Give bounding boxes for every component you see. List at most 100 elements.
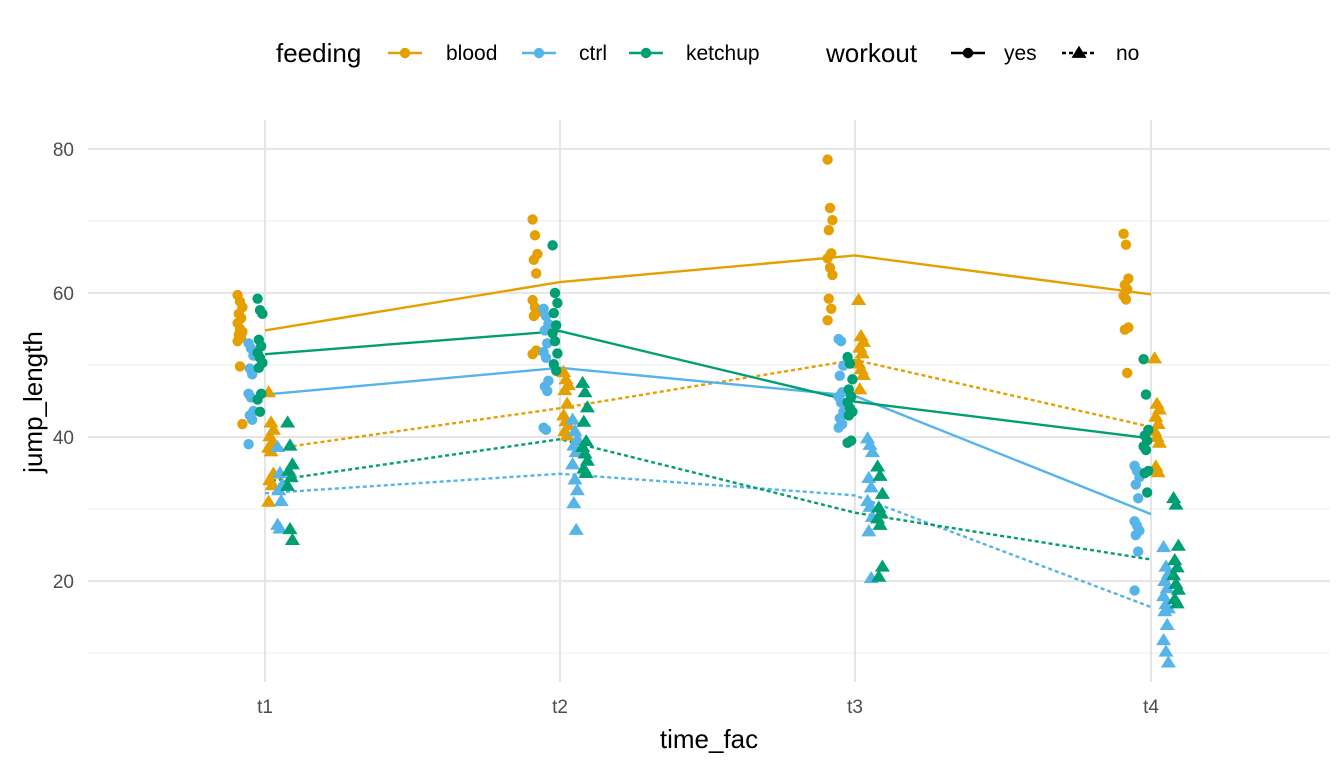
- point-ketchup-yes: [1140, 444, 1152, 456]
- point-ketchup-yes: [847, 374, 858, 385]
- point-ketchup-no: [1166, 491, 1182, 504]
- point-blood-yes: [823, 293, 834, 304]
- point-ketchup-no: [874, 486, 890, 499]
- point-ketchup-yes: [547, 240, 558, 251]
- point-ketchup-yes: [253, 362, 264, 374]
- point-ketchup-no: [576, 414, 592, 427]
- point-blood-no: [261, 494, 277, 507]
- point-ketchup-yes: [548, 307, 559, 319]
- legend-label-no: no: [1116, 42, 1139, 65]
- point-blood-yes: [527, 348, 538, 360]
- point-ctrl-no: [861, 524, 877, 537]
- legend-title-feeding: feeding: [276, 38, 361, 68]
- point-blood-no: [1147, 351, 1163, 364]
- point-ctrl-no: [1157, 573, 1173, 587]
- point-ketchup-no: [870, 459, 886, 472]
- point-ctrl-no: [1156, 540, 1172, 553]
- point-ctrl-no: [1159, 617, 1175, 630]
- point-ctrl-yes: [1129, 585, 1140, 596]
- point-ctrl-no: [273, 493, 289, 507]
- point-blood-yes: [234, 361, 246, 372]
- point-ctrl-no: [1157, 604, 1173, 617]
- point-blood-no: [263, 444, 279, 457]
- point-ketchup-no: [577, 385, 593, 398]
- point-ketchup-yes: [552, 297, 563, 309]
- point-ketchup-yes: [843, 410, 854, 421]
- point-blood-yes: [232, 335, 243, 347]
- point-ketchup-no: [284, 532, 300, 545]
- legend-title-workout: workout: [825, 38, 918, 68]
- y-tick-label: 40: [53, 428, 74, 449]
- point-ketchup-yes: [844, 358, 856, 369]
- point-blood-yes: [528, 310, 539, 322]
- point-ketchup-yes: [549, 335, 561, 347]
- point-ctrl-no: [1156, 632, 1172, 646]
- point-ketchup-no: [1170, 582, 1186, 595]
- point-ketchup-no: [282, 438, 298, 451]
- y-tick-label: 80: [53, 140, 74, 161]
- y-axis-title: jump_length: [18, 331, 48, 474]
- legend-key-no: [1062, 45, 1096, 58]
- legend-key-point: [533, 47, 545, 59]
- point-blood-no: [263, 415, 279, 428]
- point-ctrl-yes: [834, 370, 845, 381]
- legend-key-ketchup: [629, 47, 663, 59]
- point-ketchup-yes: [254, 406, 266, 418]
- point-ketchup-no: [577, 446, 593, 459]
- point-blood-yes: [237, 418, 248, 430]
- point-ctrl-yes: [243, 439, 254, 450]
- point-blood-yes: [822, 253, 833, 264]
- point-ctrl-yes: [833, 422, 844, 433]
- point-ctrl-no: [565, 412, 581, 425]
- point-blood-yes: [529, 230, 541, 241]
- point-blood-yes: [1120, 294, 1132, 305]
- grid: [88, 120, 1330, 682]
- point-ctrl-no: [272, 521, 288, 534]
- point-ketchup-no: [1168, 497, 1184, 510]
- point-ctrl-no: [862, 437, 878, 450]
- x-tick-label: t3: [847, 697, 863, 718]
- point-ctrl-no: [270, 439, 286, 453]
- legend-label-yes: yes: [1004, 42, 1037, 65]
- data-points: [232, 154, 1186, 668]
- point-blood-no: [559, 396, 575, 409]
- point-blood-yes: [527, 214, 538, 225]
- point-blood-yes: [824, 202, 836, 214]
- point-ketchup-yes: [547, 328, 558, 339]
- legend-label-ctrl: ctrl: [579, 42, 607, 65]
- point-ctrl-no: [569, 483, 585, 496]
- point-ctrl-no: [1160, 655, 1176, 668]
- point-ketchup-no: [1170, 538, 1186, 551]
- point-ketchup-yes: [1142, 487, 1153, 498]
- point-ctrl-no: [1156, 589, 1172, 602]
- point-ketchup-yes: [1139, 467, 1151, 479]
- point-ctrl-yes: [835, 335, 847, 347]
- point-blood-yes: [826, 303, 837, 314]
- point-blood-yes: [1120, 239, 1132, 250]
- point-blood-yes: [531, 268, 542, 279]
- point-blood-yes: [1122, 367, 1133, 379]
- legend-key-point: [962, 47, 974, 59]
- point-ketchup-no: [872, 468, 888, 481]
- point-blood-yes: [822, 154, 833, 165]
- point-blood-yes: [528, 254, 539, 265]
- point-blood-no: [557, 382, 573, 396]
- point-blood-no: [559, 428, 575, 441]
- point-ctrl-yes: [542, 338, 553, 349]
- point-ketchup-yes: [551, 365, 562, 376]
- point-ctrl-no: [566, 496, 582, 509]
- point-ketchup-no: [280, 415, 296, 428]
- legend-key-blood: [388, 47, 422, 59]
- legend-key-point: [640, 47, 652, 59]
- point-ctrl-yes: [1133, 493, 1144, 504]
- point-ketchup-yes: [551, 320, 562, 331]
- point-blood-yes: [1118, 228, 1129, 240]
- legend-key-point: [399, 47, 411, 59]
- point-blood-no: [852, 382, 868, 395]
- point-blood-no: [851, 292, 867, 306]
- point-ctrl-yes: [540, 310, 552, 322]
- point-ctrl-yes: [540, 352, 552, 363]
- point-blood-yes: [827, 269, 838, 281]
- tick-labels: 20 40 60 80 t1 t2 t3 t4: [53, 140, 1159, 718]
- point-blood-no: [1151, 435, 1167, 448]
